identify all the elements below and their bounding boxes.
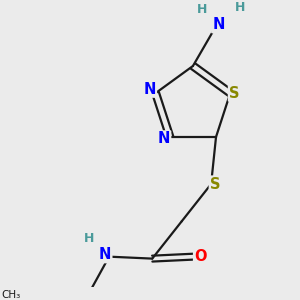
Text: N: N — [144, 82, 156, 97]
Text: S: S — [229, 85, 239, 100]
Text: N: N — [99, 247, 111, 262]
Text: O: O — [194, 249, 207, 264]
Text: N: N — [212, 17, 225, 32]
Text: N: N — [158, 131, 170, 146]
Text: H: H — [235, 1, 245, 13]
Text: CH₃: CH₃ — [2, 290, 21, 300]
Text: H: H — [196, 3, 207, 16]
Text: H: H — [84, 232, 94, 245]
Text: S: S — [210, 177, 220, 192]
